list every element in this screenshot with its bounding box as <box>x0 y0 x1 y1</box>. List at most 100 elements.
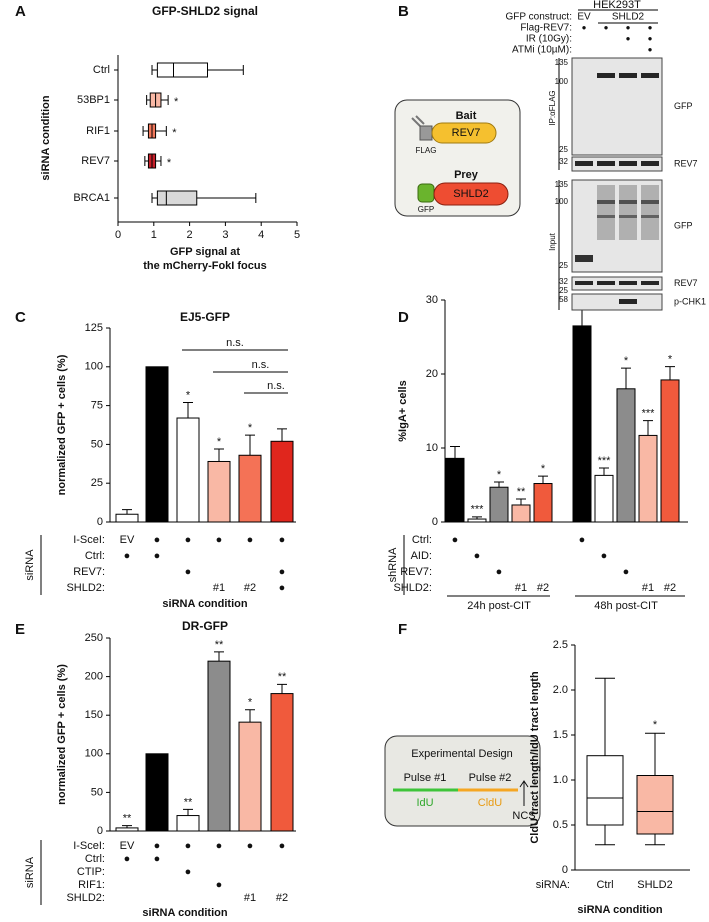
marker-label: 100 <box>555 77 569 86</box>
y-tick-label: 2.5 <box>553 639 568 651</box>
error-bar <box>183 401 193 419</box>
table-cell: #2 <box>537 582 549 594</box>
gfp-label: GFP <box>418 205 434 214</box>
y-tick-label: 1.0 <box>553 774 568 786</box>
flag-tag <box>419 125 433 141</box>
blot-row-label: IR (10Gy): <box>526 34 572 45</box>
whisker <box>151 65 244 75</box>
y-axis-label: normalized GFP + cells (%) <box>56 354 68 495</box>
gfp-shape <box>417 183 435 203</box>
shld2-shape <box>433 182 509 206</box>
blot-label: REV7 <box>674 158 698 168</box>
lane-dot: ● <box>582 23 587 32</box>
table-row-label: SHLD2: <box>393 582 432 594</box>
error-bar <box>599 467 609 476</box>
y-tick-label: REV7 <box>81 155 110 167</box>
band <box>619 215 637 218</box>
marker-label: 135 <box>555 58 569 67</box>
significance-label: * <box>541 463 546 475</box>
table-row-label: CTIP: <box>77 866 105 878</box>
cell-line-label: HEK293T <box>593 0 641 11</box>
band <box>641 185 659 240</box>
error-bar <box>494 481 504 488</box>
y-tick-label: 0 <box>432 516 438 528</box>
bar <box>489 486 509 523</box>
bar <box>176 417 200 523</box>
table-cell: ● <box>474 550 481 562</box>
blot-row-label: Flag-REV7: <box>520 23 572 34</box>
significance-label: * <box>248 697 253 709</box>
marker-label: 25 <box>559 145 568 154</box>
table-cell: ● <box>279 840 286 852</box>
flag-label: FLAG <box>416 146 437 155</box>
table-cell: ● <box>279 582 286 594</box>
y-tick-label: 53BP1 <box>77 94 110 106</box>
blot-row-label: GFP construct: <box>505 12 572 23</box>
panel-letter: B <box>398 3 409 20</box>
y-tick-label: 0.5 <box>553 819 568 831</box>
blot-panel <box>571 276 663 291</box>
table-row-label: SHLD2: <box>66 582 105 594</box>
y-tick-label: 50 <box>91 786 103 798</box>
x-tick-label: 2 <box>187 229 193 241</box>
x-axis-label: GFP signal at <box>170 246 240 258</box>
table-row-label: AID: <box>411 550 432 562</box>
table-cell: #1 <box>213 582 225 594</box>
lane-dot: ● <box>648 34 653 43</box>
arrow <box>519 780 529 806</box>
band <box>597 281 615 285</box>
bar <box>270 693 294 832</box>
marker-label: 32 <box>559 277 568 286</box>
bracket-label: n.s. <box>252 359 270 371</box>
section-label: Input <box>548 232 557 251</box>
lane-dot: ● <box>626 34 631 43</box>
band <box>597 73 615 78</box>
table-row-label: Ctrl: <box>85 550 105 562</box>
table-cell: ● <box>154 853 161 865</box>
significance-label: * <box>217 436 222 448</box>
panel-letter: C <box>15 309 26 326</box>
marker-label: 32 <box>559 157 568 166</box>
table-cell: ● <box>216 879 223 891</box>
bar <box>238 721 262 832</box>
y-tick-label: 250 <box>85 632 103 644</box>
table-row-label: REV7: <box>73 566 105 578</box>
band <box>641 161 659 166</box>
significance-label: *** <box>642 408 656 420</box>
y-tick-label: RIF1 <box>86 125 110 137</box>
significance-label: * <box>174 96 179 108</box>
y-axis-label: CldU tract length/IdU tract length <box>529 671 541 844</box>
error-bar <box>245 709 255 723</box>
section-label: IP:αFLAG <box>548 90 557 125</box>
x-tick-label: 0 <box>115 229 121 241</box>
table-cell: ● <box>601 550 608 562</box>
blot-label: p-CHK1 <box>674 296 706 306</box>
y-tick-label: 0 <box>97 825 103 837</box>
bait-label: Bait <box>456 110 477 122</box>
lane-dot: ● <box>648 23 653 32</box>
bar <box>572 325 592 523</box>
table-cell: #2 <box>664 582 676 594</box>
table-cell: #2 <box>276 892 288 904</box>
significance-label: *** <box>598 455 612 467</box>
significance-label: ** <box>215 639 224 651</box>
panel-letter: D <box>398 309 409 326</box>
error-bar <box>277 428 287 442</box>
bar <box>176 815 200 832</box>
marker-label: 58 <box>559 295 568 304</box>
table-cell: ● <box>279 534 286 546</box>
box <box>636 775 674 835</box>
category-row-label: siRNA: <box>536 879 570 891</box>
bar <box>115 827 139 832</box>
bar <box>445 457 465 523</box>
idu-label: IdU <box>416 797 433 809</box>
y-tick-label: 50 <box>91 438 103 450</box>
y-tick-label: 10 <box>426 442 438 454</box>
table-cell: ● <box>124 550 131 562</box>
blot-panel <box>571 156 663 172</box>
y-tick-label: 30 <box>426 294 438 306</box>
band <box>597 200 615 204</box>
bar <box>115 513 139 523</box>
band <box>641 215 659 218</box>
